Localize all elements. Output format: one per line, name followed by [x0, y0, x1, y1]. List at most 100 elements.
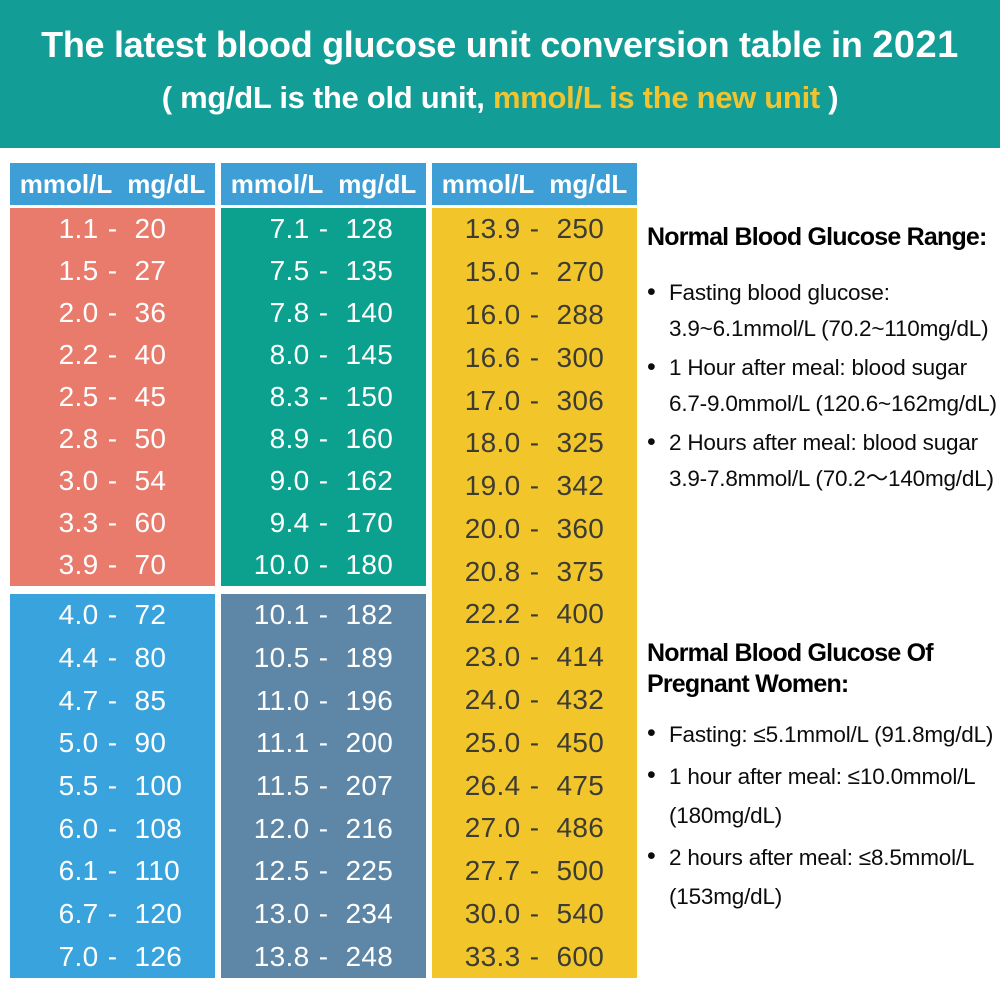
row-dash: - [107, 423, 118, 454]
row-mmol-value: 5.0 [58, 727, 99, 759]
row-mg-value: 189 [345, 642, 394, 673]
page-subtitle: ( mg/dL is the old unit, mmol/L is the n… [0, 80, 1000, 116]
table-row: 7.1-128 [221, 208, 426, 250]
row-mmol-value: 1.5 [58, 255, 99, 286]
row-mg-value: 306 [556, 384, 605, 416]
row-dash: - [318, 507, 329, 538]
row-dash: - [529, 470, 540, 502]
table-row: 6.1-110 [10, 850, 215, 893]
row-dash: - [318, 642, 329, 673]
row-dash: - [107, 898, 118, 930]
row-mmol-value: 26.4 [464, 769, 521, 801]
row-mg-value: 182 [345, 599, 394, 631]
row-mmol-value: 22.2 [464, 598, 521, 630]
row-mg-value: 85 [134, 684, 167, 716]
row-mmol-value: 3.0 [58, 465, 99, 496]
bullet-item: • Fasting blood glucose: 3.9~6.1mmol/L (70… [647, 275, 1000, 347]
info-pregnant-women-section: Normal Blood Glucose Of Pregnant Women: •… [647, 638, 1000, 919]
table-row: 13.8-248 [221, 935, 426, 978]
row-mg-value: 160 [345, 423, 394, 454]
table-row: 3.0-54 [10, 460, 215, 502]
row-dash: - [107, 549, 118, 580]
table-row: 13.9-250 [432, 208, 637, 251]
row-mg-value: 110 [134, 855, 181, 887]
subtitle-old-unit: ( mg/dL is the old unit, [161, 80, 493, 115]
row-dash: - [107, 770, 118, 802]
row-dash: - [318, 339, 329, 370]
row-mmol-value: 13.0 [253, 898, 310, 930]
row-mg-value: 60 [134, 507, 167, 538]
table-row: 2.8-50 [10, 418, 215, 460]
subtitle-new-unit: mmol/L is the new unit [492, 80, 820, 115]
page-title: The latest blood glucose unit conversion… [0, 24, 1000, 67]
bullet-icon: • [647, 278, 656, 306]
row-mg-value: 216 [345, 812, 394, 844]
row-mmol-value: 16.0 [464, 298, 521, 330]
row-dash: - [529, 384, 540, 416]
row-mmol-value: 11.5 [255, 770, 310, 802]
bullet-icon: • [647, 353, 656, 381]
row-mmol-value: 13.8 [253, 940, 310, 972]
table-row: 25.0-450 [432, 721, 637, 764]
row-dash: - [529, 940, 540, 972]
row-dash: - [529, 341, 540, 373]
row-mg-value: 325 [556, 427, 605, 459]
row-dash: - [318, 812, 329, 844]
row-mmol-value: 4.7 [58, 684, 99, 716]
row-dash: - [318, 898, 329, 930]
table-row: 9.0-162 [221, 460, 426, 502]
row-dash: - [107, 213, 118, 244]
row-dash: - [529, 598, 540, 630]
bullet-text: 2 hours after meal: ≤8.5mmol/L (153mg/dL) [669, 838, 1000, 916]
row-mmol-value: 10.1 [253, 599, 310, 631]
row-mmol-value: 2.5 [58, 381, 99, 412]
row-mg-value: 450 [556, 726, 605, 758]
row-mmol-value: 2.0 [58, 297, 99, 328]
table-column-3: mmol/L mg/dL 13.9-250 15.0-270 16.0-288 16.6-… [432, 163, 637, 978]
row-mg-value: 400 [556, 598, 605, 630]
bullet-text: Fasting: ≤5.1mmol/L (91.8mg/dL) [669, 715, 1000, 754]
row-dash: - [529, 256, 540, 288]
title-year: 2021 [872, 24, 959, 66]
table-row: 8.9-160 [221, 418, 426, 460]
row-mg-value: 150 [345, 381, 394, 412]
row-dash: - [529, 855, 540, 887]
row-mmol-value: 10.0 [253, 549, 310, 580]
row-mmol-value: 8.3 [269, 381, 310, 412]
row-mg-value: 432 [556, 683, 605, 715]
row-dash: - [107, 599, 118, 631]
table-row: 11.0-196 [221, 679, 426, 722]
bullet-item: • 2 Hours after meal: blood sugar 3.9-7.8m… [647, 425, 1000, 497]
row-mmol-value: 2.2 [58, 339, 99, 370]
table-column-2: mmol/L mg/dL 7.1-128 7.5-135 7.8-140 8.0-145 8… [221, 163, 426, 978]
row-mmol-value: 11.0 [255, 684, 310, 716]
row-mmol-value: 7.1 [269, 213, 310, 244]
table-section-steel: 10.1-182 10.5-189 11.0-196 11.1-200 11.5-207… [221, 594, 426, 978]
row-mg-value: 70 [134, 549, 167, 580]
table-row: 7.5-135 [221, 250, 426, 292]
table-row: 6.0-108 [10, 807, 215, 850]
column-header: mmol/L mg/dL [10, 163, 215, 205]
row-mg-value: 80 [134, 642, 167, 673]
row-dash: - [107, 855, 118, 887]
row-mmol-value: 20.8 [464, 555, 521, 587]
table-row: 4.4-80 [10, 637, 215, 680]
table-row: 7.0-126 [10, 935, 215, 978]
row-dash: - [107, 812, 118, 844]
row-mg-value: 27 [134, 255, 167, 286]
column-header-label: mg/dL [127, 168, 206, 199]
row-mg-value: 500 [556, 855, 605, 887]
bullet-list: • Fasting: ≤5.1mmol/L (91.8mg/dL) • 1 hour … [647, 715, 1000, 916]
bullet-text: 2 Hours after meal: blood sugar 3.9-7.8mm… [669, 425, 1000, 497]
row-dash: - [529, 897, 540, 929]
bullet-icon: • [647, 428, 656, 456]
table-row: 30.0-540 [432, 893, 637, 936]
row-mg-value: 128 [345, 213, 394, 244]
row-dash: - [107, 507, 118, 538]
row-dash: - [318, 770, 329, 802]
row-mmol-value: 15.0 [464, 256, 521, 288]
table-row: 4.7-85 [10, 679, 215, 722]
table-row: 27.7-500 [432, 850, 637, 893]
row-mg-value: 360 [556, 512, 605, 544]
